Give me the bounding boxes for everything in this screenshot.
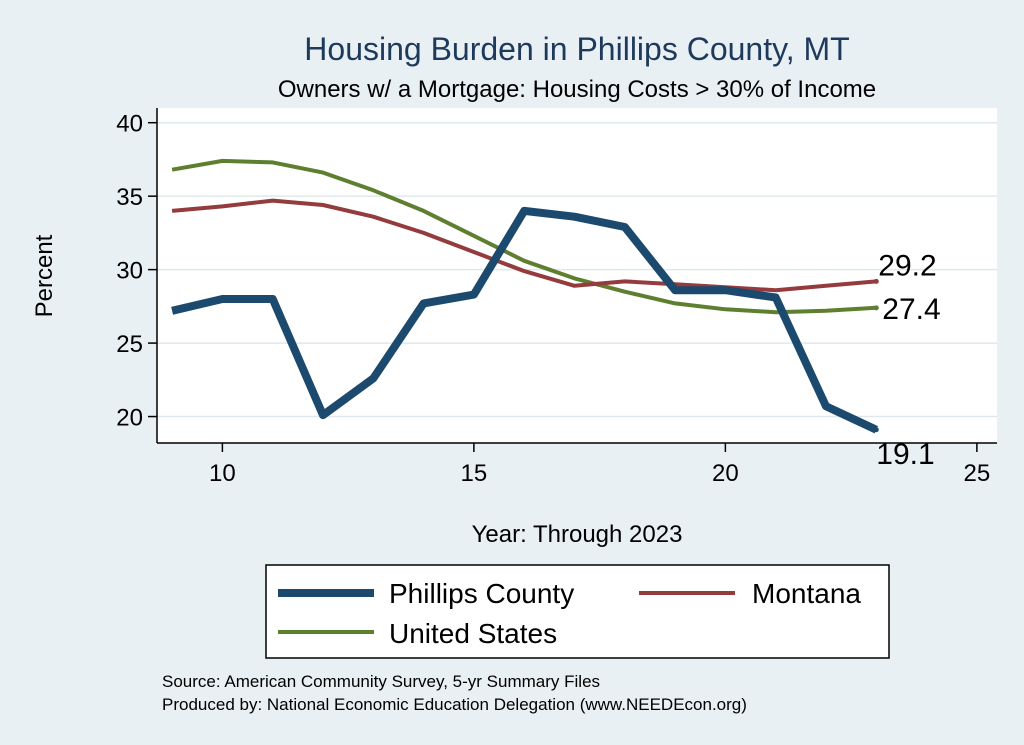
legend-box [265,564,890,659]
source-line-1: Source: American Community Survey, 5-yr … [162,672,600,691]
series-lines [171,158,879,434]
end-label-montana: 29.2 [878,249,936,282]
x-tick-label-15: 15 [461,460,488,487]
series-line-montana [171,198,877,293]
x-tick-label-25: 25 [964,460,991,487]
end-label-united-states: 27.4 [882,293,940,326]
end-labels: 19.1 29.2 27.4 [876,249,940,470]
source-line-2: Produced by: National Economic Education… [162,695,747,714]
chart-title: Housing Burden in Phillips County, MT [304,31,849,67]
series-line-united-states [171,158,877,315]
legend-label-united-states: United States [389,618,557,649]
end-label-phillips-county: 19.1 [876,438,934,471]
x-axis-label: Year: Through 2023 [472,521,683,548]
plot-area [157,108,997,443]
y-tick-label-35: 35 [116,184,143,211]
legend: Phillips County Montana United States [265,564,890,659]
axes: 20 25 30 35 40 10 15 20 25 [116,108,997,487]
y-tick-label-40: 40 [116,111,143,138]
x-tick-label-10: 10 [209,460,236,487]
legend-label-montana: Montana [752,578,861,609]
y-tick-label-25: 25 [116,331,143,358]
y-axis-label: Percent [31,234,58,317]
series-end-point-montana [873,278,879,284]
y-tick-label-30: 30 [116,258,143,285]
series-line-phillips-county [171,206,878,434]
series-end-point-phillips-county [873,427,879,433]
chart-subtitle: Owners w/ a Mortgage: Housing Costs > 30… [278,76,876,103]
series-end-point-united-states [873,305,879,311]
y-tick-label-20: 20 [116,405,143,432]
x-tick-label-20: 20 [712,460,739,487]
legend-label-phillips-county: Phillips County [389,578,574,609]
